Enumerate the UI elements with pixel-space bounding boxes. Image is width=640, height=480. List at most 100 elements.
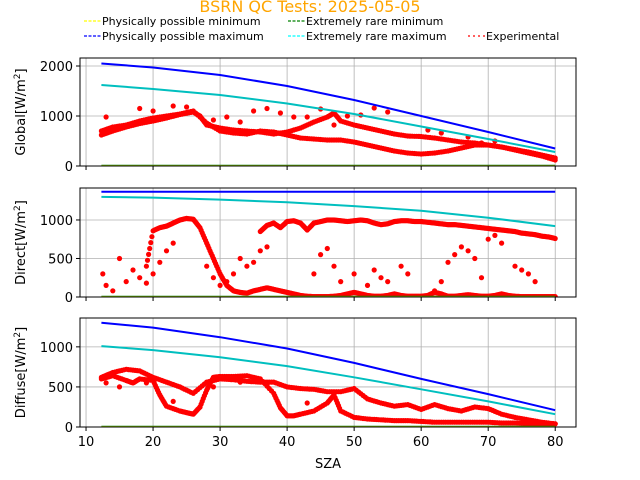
data-point (210, 117, 216, 123)
data-point (371, 267, 377, 273)
y-axis-label: Diffuse[W/m2] (13, 327, 29, 418)
panel-direct: 0 500 1000 Direct[W/m2] (13, 187, 577, 306)
data-point (137, 105, 143, 112)
x-tick-label: 30 (212, 435, 229, 450)
x-tick-label: 60 (413, 435, 430, 450)
data-point (157, 259, 163, 265)
data-point (230, 271, 237, 277)
data-point (116, 255, 123, 262)
x-tick-label: 20 (145, 435, 162, 450)
data-point (499, 240, 505, 246)
data-point (378, 275, 384, 281)
data-point (492, 232, 498, 238)
data-point (103, 380, 109, 386)
y-tick-label: 0 (65, 160, 73, 175)
data-point (512, 263, 518, 269)
legend-entry: Physically possible maximum (84, 30, 264, 43)
data-point (371, 105, 377, 111)
data-point (552, 235, 558, 242)
data-point (385, 279, 391, 285)
data-point (143, 263, 149, 269)
data-point (318, 252, 324, 258)
data-point (103, 282, 109, 288)
data-point (210, 275, 216, 281)
x-tick-label: 80 (547, 435, 564, 450)
data-point (210, 384, 216, 390)
data-point (432, 288, 438, 294)
series-line (101, 62, 556, 150)
y-axis-label: Global[W/m2] (13, 68, 29, 155)
data-point (438, 279, 444, 285)
y-tick-label: 0 (65, 291, 73, 306)
legend-label: Physically possible minimum (102, 15, 261, 28)
legend-label: Extremely rare minimum (306, 15, 443, 28)
panel-diffuse: 10 20 30 40 50 60 70 80 0 500 1000 Diffuse[W/m2] (13, 317, 577, 450)
axes-frame (79, 187, 577, 298)
series-line (101, 84, 556, 153)
data-point (224, 114, 230, 120)
data-point (217, 282, 223, 288)
data-point (304, 114, 310, 120)
data-point (144, 257, 151, 263)
x-tick-label: 50 (346, 435, 363, 450)
legend-label: Experimental (486, 30, 559, 43)
data-point (130, 267, 136, 273)
data-point (103, 114, 109, 120)
data-point (170, 240, 176, 246)
data-point (143, 280, 149, 286)
data-point (324, 245, 330, 252)
data-point (438, 130, 444, 136)
y-tick-label: 500 (48, 381, 73, 396)
y-tick-label: 1000 (40, 110, 73, 125)
x-axis-label: SZA (315, 457, 341, 472)
legend-entry: Extremely rare maximum (288, 30, 447, 43)
legend-entry: Extremely rare minimum (288, 15, 443, 28)
data-point (532, 279, 538, 285)
data-point (147, 245, 153, 252)
data-point (331, 263, 337, 269)
data-point (116, 384, 123, 390)
data-point (277, 110, 283, 116)
data-point (351, 271, 357, 277)
x-tick-label: 70 (480, 435, 497, 450)
data-point (251, 108, 257, 114)
data-point (472, 255, 478, 262)
data-point (170, 398, 176, 404)
data-point (344, 113, 350, 119)
data-point (149, 234, 155, 240)
data-point (465, 248, 471, 254)
data-point (170, 103, 176, 109)
data-point (123, 279, 129, 285)
data-point (304, 400, 310, 406)
y-tick-label: 1000 (40, 214, 73, 229)
data-point (398, 263, 404, 269)
data-point (150, 108, 156, 114)
data-point (137, 275, 143, 281)
data-point (331, 122, 337, 128)
legend: Physically possible minimum Extremely rar… (84, 15, 559, 43)
data-point (264, 382, 270, 388)
data-point (237, 379, 243, 385)
data-point (452, 252, 458, 258)
axes-frame (79, 317, 577, 428)
data-point (150, 271, 156, 277)
panel-global: 0 1000 2000 Global[W/m2] (13, 57, 577, 175)
x-tick-label: 10 (78, 435, 95, 450)
data-point (311, 271, 317, 277)
data-point (552, 421, 558, 427)
legend-entry: Experimental (468, 30, 559, 43)
data-point (148, 240, 154, 246)
data-point (264, 244, 270, 250)
data-point (338, 279, 344, 285)
chart-title: BSRN QC Tests: 2025-05-05 (199, 0, 420, 16)
data-point (264, 105, 270, 112)
data-point (552, 157, 558, 163)
data-point (237, 119, 243, 125)
x-tick-label: 40 (279, 435, 296, 450)
data-point (224, 279, 230, 285)
data-point (163, 248, 170, 254)
data-point (257, 248, 263, 254)
data-point (525, 271, 532, 277)
data-point (364, 282, 371, 288)
